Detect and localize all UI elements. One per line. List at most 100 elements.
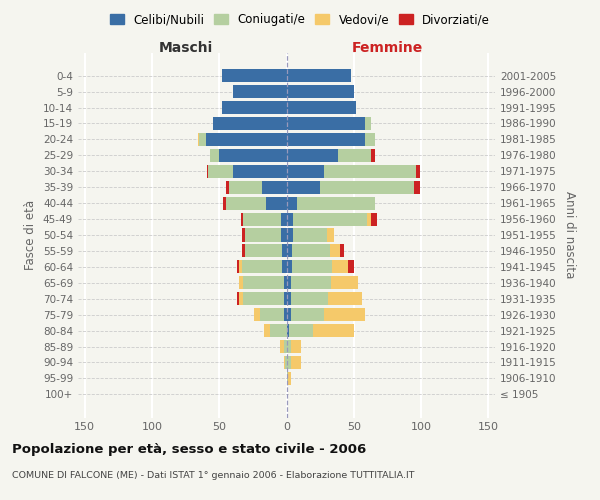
Bar <box>290 340 301 353</box>
Bar <box>198 133 199 146</box>
Bar <box>239 292 244 306</box>
Bar <box>284 308 287 321</box>
Bar <box>207 164 208 178</box>
Text: Popolazione per età, sesso e stato civile - 2006: Popolazione per età, sesso e stato civil… <box>12 442 366 456</box>
Bar <box>229 180 262 194</box>
Bar <box>233 85 287 98</box>
Bar <box>266 196 287 209</box>
Bar <box>281 212 287 226</box>
Bar <box>244 212 281 226</box>
Bar <box>245 244 283 258</box>
Bar <box>289 324 313 337</box>
Bar <box>416 164 419 178</box>
Bar <box>242 260 283 274</box>
Bar <box>332 260 349 274</box>
Bar <box>290 292 328 306</box>
Bar <box>271 324 287 337</box>
Bar <box>226 180 229 194</box>
Bar <box>287 69 351 82</box>
Bar <box>262 180 287 194</box>
Bar <box>239 276 244 289</box>
Bar <box>287 292 290 306</box>
Bar <box>281 228 287 241</box>
Bar <box>287 133 365 146</box>
Bar <box>313 324 354 337</box>
Bar <box>287 276 290 289</box>
Bar <box>285 356 287 369</box>
Bar <box>327 228 334 241</box>
Bar <box>349 260 354 274</box>
Bar <box>263 324 271 337</box>
Bar <box>237 292 239 306</box>
Bar <box>287 85 354 98</box>
Bar <box>338 149 371 162</box>
Bar <box>293 228 327 241</box>
Bar <box>219 149 287 162</box>
Bar <box>287 149 338 162</box>
Bar <box>212 117 287 130</box>
Bar <box>242 228 245 241</box>
Bar <box>242 244 245 258</box>
Bar <box>287 180 320 194</box>
Bar <box>287 260 292 274</box>
Legend: Celibi/Nubili, Coniugati/e, Vedovi/e, Divorziati/e: Celibi/Nubili, Coniugati/e, Vedovi/e, Di… <box>105 8 495 31</box>
Bar <box>245 228 281 241</box>
Text: Femmine: Femmine <box>352 41 423 55</box>
Bar <box>324 164 416 178</box>
Bar <box>254 308 260 321</box>
Bar <box>287 228 293 241</box>
Bar <box>287 340 290 353</box>
Bar <box>287 244 292 258</box>
Bar <box>287 212 293 226</box>
Bar <box>328 292 362 306</box>
Bar <box>260 308 284 321</box>
Bar <box>283 244 287 258</box>
Bar <box>222 101 287 114</box>
Bar <box>239 260 242 274</box>
Bar <box>329 244 340 258</box>
Text: COMUNE DI FALCONE (ME) - Dati ISTAT 1° gennaio 2006 - Elaborazione TUTTITALIA.IT: COMUNE DI FALCONE (ME) - Dati ISTAT 1° g… <box>12 471 415 480</box>
Bar <box>324 308 365 321</box>
Bar <box>199 133 206 146</box>
Bar <box>331 276 358 289</box>
Y-axis label: Fasce di età: Fasce di età <box>25 200 37 270</box>
Bar <box>208 164 233 178</box>
Bar <box>223 196 226 209</box>
Bar <box>244 292 284 306</box>
Bar <box>320 180 414 194</box>
Bar <box>293 212 367 226</box>
Bar <box>244 276 284 289</box>
Bar <box>365 117 371 130</box>
Bar <box>287 324 289 337</box>
Bar <box>237 260 239 274</box>
Bar <box>287 372 288 385</box>
Bar <box>233 164 287 178</box>
Bar <box>288 372 290 385</box>
Text: Maschi: Maschi <box>158 41 213 55</box>
Bar <box>367 212 371 226</box>
Bar <box>371 149 375 162</box>
Bar <box>287 356 290 369</box>
Bar <box>284 340 287 353</box>
Bar <box>284 292 287 306</box>
Bar <box>210 149 219 162</box>
Bar <box>226 196 266 209</box>
Bar <box>287 308 290 321</box>
Bar <box>287 164 324 178</box>
Bar <box>292 260 332 274</box>
Bar <box>371 212 377 226</box>
Bar <box>284 276 287 289</box>
Bar <box>365 133 375 146</box>
Bar <box>287 117 365 130</box>
Bar <box>290 276 331 289</box>
Bar <box>284 356 285 369</box>
Bar <box>287 196 297 209</box>
Bar <box>206 133 287 146</box>
Bar <box>297 196 375 209</box>
Y-axis label: Anni di nascita: Anni di nascita <box>563 192 576 278</box>
Bar <box>280 340 284 353</box>
Bar <box>340 244 344 258</box>
Bar <box>290 356 301 369</box>
Bar <box>222 69 287 82</box>
Bar <box>283 260 287 274</box>
